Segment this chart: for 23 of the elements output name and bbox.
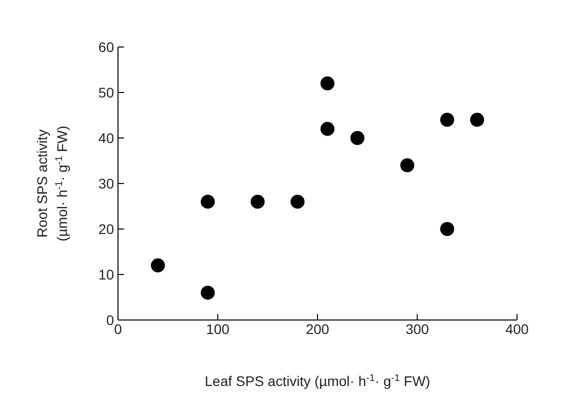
x-axis-title: Leaf SPS activity (µmol· h$^{-1}$· g$^{-1}$ FW) (204, 372, 430, 389)
point (440, 222, 454, 236)
point (320, 122, 334, 136)
point (470, 112, 484, 127)
y-tick-label: 10 (98, 266, 114, 282)
point (350, 131, 364, 145)
x-tick-label: 300 (406, 320, 430, 337)
y-tick-label: 20 (98, 220, 114, 237)
point (290, 194, 305, 209)
point (200, 286, 215, 300)
point (320, 76, 334, 90)
point (250, 194, 265, 209)
x-tick-label: 200 (306, 320, 330, 337)
point (200, 194, 215, 209)
point (400, 158, 414, 172)
x-tick-label: 100 (206, 320, 230, 337)
point (150, 258, 165, 272)
x-tick-label: 400 (505, 320, 529, 337)
y-tick-label: 50 (98, 84, 114, 100)
y-tick-label: 60 (98, 38, 114, 55)
point (440, 112, 454, 127)
y-tick-label: 40 (98, 130, 114, 146)
y-tick-label: 30 (98, 175, 114, 192)
